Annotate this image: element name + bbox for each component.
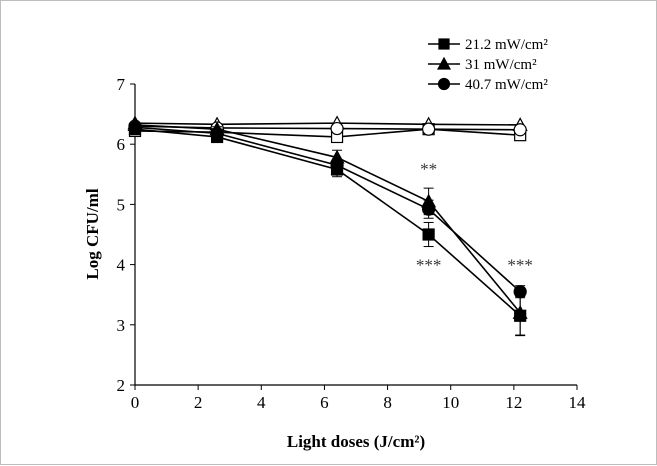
x-tick-label: 0 [131,393,140,412]
y-tick-label: 3 [117,316,126,335]
data-point [422,202,436,216]
x-tick-label: 14 [569,393,587,412]
data-point [330,158,344,172]
legend-marker [436,56,452,70]
legend: 21.2 mW/cm² 31 mW/cm² 40.7 mW/cm² [428,37,548,93]
data-point [422,228,435,241]
annotations-layer: ***** *** [416,159,533,274]
significance-label: *** [416,256,442,275]
series-line [134,124,521,314]
x-tick-label: 8 [383,393,392,412]
series-square-open [128,123,527,144]
x-tick-label: 2 [194,393,203,412]
data-point [422,122,436,136]
legend-marker [437,77,451,91]
series-line [134,122,521,126]
data-point [330,121,344,136]
x-tick-label: 10 [442,393,459,412]
legend-item: 31 mW/cm² [428,56,537,73]
y-tick-label: 7 [117,75,126,94]
legend-marker [438,38,450,50]
series-layer [127,115,528,337]
x-axis-title: Light doses (J/cm²) [287,432,425,451]
series-triangle-filled [127,117,528,337]
series-circle-filled [128,120,527,299]
y-tick-label: 4 [117,256,126,275]
x-tick-label: 12 [505,393,522,412]
y-tick-label: 5 [117,195,126,214]
data-point [512,305,528,319]
data-point [128,120,142,134]
significance-label: ** [420,159,437,178]
y-tick-label: 6 [117,135,126,154]
x-tick-label: 4 [257,393,266,412]
significance-label: *** [507,256,533,275]
y-tick-label: 2 [117,376,126,395]
legend-label: 21.2 mW/cm² [465,37,548,53]
legend-label: 31 mW/cm² [465,57,537,73]
data-point [513,123,527,137]
series-line [134,126,521,293]
y-axis-title: Log CFU/ml [83,188,102,279]
data-point [513,285,527,299]
legend-label: 40.7 mW/cm² [465,77,548,93]
series-line [134,128,521,317]
legend-item: 21.2 mW/cm² [428,37,548,53]
data-point [210,126,224,140]
series-line [134,128,521,138]
legend-item: 40.7 mW/cm² [428,77,548,93]
x-tick-label: 6 [320,393,329,412]
